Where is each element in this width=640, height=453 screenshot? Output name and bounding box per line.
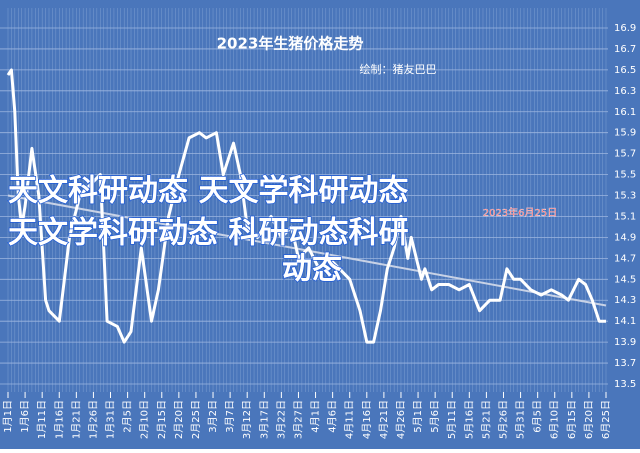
x-tick-label: 1月6日 [19, 400, 31, 433]
x-tick-label: 6月15日 [566, 400, 578, 439]
x-tick-label: 3月7日 [224, 400, 236, 433]
x-tick-label: 5月26日 [497, 400, 509, 439]
x-tick-label: 6月20日 [583, 400, 595, 439]
x-tick-label: 2月20日 [173, 400, 185, 439]
y-tick-label: 15.9 [614, 128, 636, 139]
x-tick-label: 3月22日 [275, 400, 287, 439]
x-tick-label: 1月11日 [36, 400, 48, 439]
y-tick-label: 16.5 [614, 65, 636, 76]
y-tick-label: 15.3 [614, 191, 636, 202]
y-tick-label: 13.7 [614, 358, 636, 369]
y-tick-label: 16.1 [614, 107, 636, 118]
x-tick-label: 1月21日 [70, 400, 82, 439]
x-tick-label: 1月1日 [2, 400, 14, 433]
x-tick-label: 4月1日 [310, 400, 322, 433]
x-tick-label: 1月31日 [105, 400, 117, 439]
x-tick-label: 3月12日 [241, 400, 253, 439]
y-tick-label: 16.3 [614, 86, 636, 97]
y-tick-label: 13.5 [614, 379, 636, 390]
marks [6, 68, 607, 344]
y-tick-label: 15.1 [614, 211, 636, 222]
x-tick-label: 5月11日 [446, 400, 458, 439]
y-tick-label: 16.7 [614, 44, 636, 55]
x-tick-label: 2月10日 [139, 400, 151, 439]
x-tick-label: 3月27日 [292, 400, 304, 439]
y-tick-label: 14.5 [614, 274, 636, 285]
price-line [6, 68, 606, 344]
y-tick-label: 15.5 [614, 170, 636, 181]
x-tick-label: 2月25日 [190, 400, 202, 439]
x-tick-label: 4月11日 [344, 400, 356, 439]
watermark: 天文学科研动态 科研动态科研 [8, 216, 408, 251]
y-tick-label: 15.7 [614, 149, 636, 160]
x-tick-label: 5月6日 [429, 400, 441, 433]
x-tick-label: 4月21日 [378, 400, 390, 439]
y-tick-label: 14.1 [614, 316, 636, 327]
x-tick-label: 2月5日 [122, 400, 134, 433]
y-tick-label: 14.3 [614, 295, 636, 306]
x-tick-label: 1月16日 [53, 400, 65, 439]
x-tick-label: 4月16日 [361, 400, 373, 439]
chart-subtitle: 绘制：猪友巴巴 [360, 62, 437, 76]
x-tick-label: 6月10日 [549, 400, 561, 439]
x-tick-label: 5月21日 [480, 400, 492, 439]
watermark: 天文科研动态 天文学科研动态 [8, 174, 408, 209]
y-tick-label: 14.7 [614, 253, 636, 264]
x-tick-label: 2月15日 [156, 400, 168, 439]
x-tick-label: 5月31日 [515, 400, 527, 439]
x-tick-label: 5月1日 [412, 400, 424, 433]
x-tick-label: 3月2日 [207, 400, 219, 433]
y-tick-label: 16.9 [614, 23, 636, 34]
x-tick-label: 6月25日 [600, 400, 612, 439]
annotation: 2023年6月25日 [483, 206, 558, 219]
x-tick-label: 1月26日 [87, 400, 99, 439]
x-tick-label: 4月26日 [395, 400, 407, 439]
x-tick-label: 4月6日 [327, 400, 339, 433]
y-tick-label: 14.9 [614, 232, 636, 243]
x-tick-label: 6月5日 [532, 400, 544, 433]
x-tick-label: 5月16日 [463, 400, 475, 439]
y-tick-label: 13.9 [614, 337, 636, 348]
watermark: 动态 [282, 252, 342, 287]
chart-title: 2023年生猪价格走势 [217, 35, 364, 53]
x-tick-label: 3月17日 [258, 400, 270, 439]
